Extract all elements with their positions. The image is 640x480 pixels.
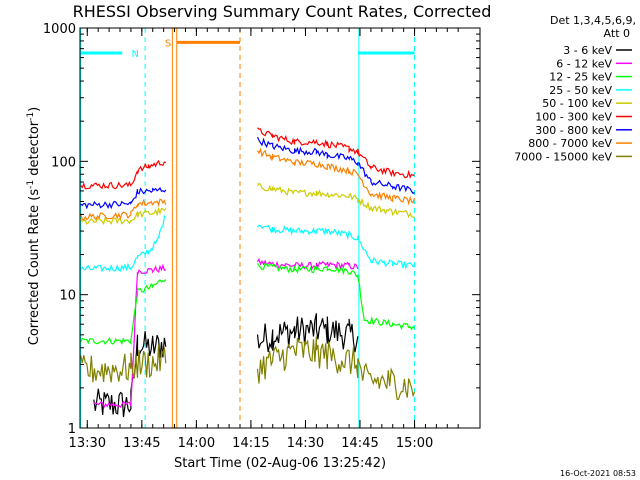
y-axis-label-sup2: -1 bbox=[26, 112, 36, 121]
legend-label-1: 6 - 12 keV bbox=[556, 57, 612, 70]
chart-title: RHESSI Observing Summary Count Rates, Co… bbox=[73, 2, 492, 21]
plot-frame bbox=[79, 27, 481, 429]
series-line-4-1 bbox=[256, 182, 415, 219]
series-line-3-0 bbox=[80, 215, 167, 273]
x-tick-label-0: 13:30 bbox=[69, 436, 106, 451]
x-tick-label-5: 14:45 bbox=[341, 436, 378, 451]
series-line-5-0 bbox=[80, 159, 167, 190]
flag-label-0: N bbox=[132, 49, 139, 60]
series-line-2-1 bbox=[256, 262, 415, 331]
series-line-8-1 bbox=[256, 336, 416, 400]
legend-label-8: 7000 - 15000 keV bbox=[514, 150, 612, 163]
x-tick-label-4: 14:30 bbox=[287, 436, 324, 451]
y-axis-label-sup1: -1 bbox=[26, 180, 36, 189]
y-axis-label-main: Corrected Count Rate (s bbox=[27, 189, 42, 346]
x-tick-label-1: 13:45 bbox=[123, 436, 160, 451]
x-tick-label-3: 14:15 bbox=[232, 436, 269, 451]
series-line-7-0 bbox=[80, 198, 167, 221]
y-tick-label-3: 1000 bbox=[43, 22, 76, 37]
series-line-5-1 bbox=[257, 127, 415, 179]
series-line-4-0 bbox=[80, 206, 167, 225]
series-line-1-1 bbox=[256, 257, 359, 271]
y-tick-label-2: 100 bbox=[51, 155, 76, 170]
flag-label-2: S bbox=[165, 38, 171, 49]
series-group: NS bbox=[80, 28, 416, 428]
y-axis-label-end: ) bbox=[27, 107, 42, 112]
legend-label-6: 300 - 800 keV bbox=[535, 124, 612, 137]
series-line-6-0 bbox=[80, 186, 167, 210]
series-line-7-1 bbox=[256, 147, 416, 206]
y-axis-label-mid: detector bbox=[27, 120, 42, 180]
series-line-6-1 bbox=[256, 136, 415, 195]
x-tick-label-6: 15:00 bbox=[396, 436, 433, 451]
plot-area: NS bbox=[79, 27, 481, 429]
timestamp-label: 16-Oct-2021 08:53 bbox=[560, 469, 636, 478]
legend-header-0: Det 1,3,4,5,6,9, bbox=[550, 14, 636, 27]
y-tick-label-1: 10 bbox=[59, 289, 76, 304]
series-line-1-0 bbox=[93, 263, 166, 409]
y-tick-label-0: 1 bbox=[68, 422, 76, 437]
legend-label-4: 50 - 100 keV bbox=[542, 97, 612, 110]
y-axis-label: Corrected Count Rate (s-1 detector-1) bbox=[26, 107, 42, 345]
legend-label-0: 3 - 6 keV bbox=[563, 44, 612, 57]
legend-label-3: 25 - 50 keV bbox=[549, 84, 612, 97]
x-tick-label-2: 14:00 bbox=[178, 436, 215, 451]
legend-label-2: 12 - 25 keV bbox=[549, 71, 612, 84]
x-axis-label: Start Time (02-Aug-06 13:25:42) bbox=[174, 456, 386, 471]
series-line-0-1 bbox=[256, 313, 359, 353]
legend-header-1: Att 0 bbox=[604, 27, 630, 40]
legend-label-7: 800 - 7000 keV bbox=[528, 137, 612, 150]
legend-label-5: 100 - 300 keV bbox=[535, 111, 612, 124]
series-line-3-1 bbox=[257, 224, 415, 270]
svg-text:Corrected Count Rate (s-1 dete: Corrected Count Rate (s-1 detector-1) bbox=[26, 107, 42, 345]
axis-ticks: 1 10 100 1000 13:30 13:45 14:00 14:15 14:30 14:45… bbox=[43, 22, 480, 451]
series-line-2-0 bbox=[80, 279, 167, 346]
series-line-8-0 bbox=[80, 344, 167, 383]
